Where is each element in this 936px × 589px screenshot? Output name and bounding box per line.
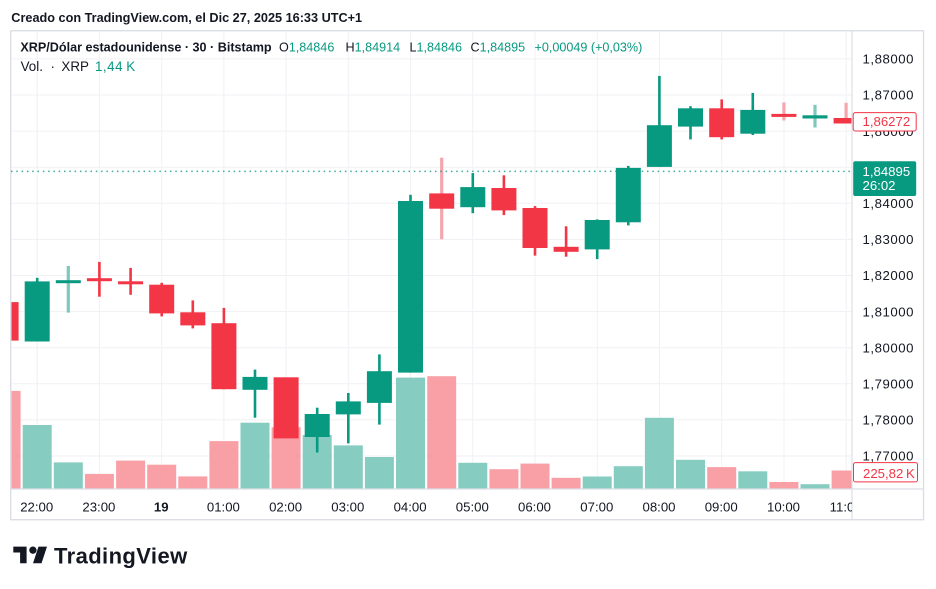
svg-text:01:00: 01:00 xyxy=(207,500,240,515)
svg-text:06:00: 06:00 xyxy=(518,500,551,515)
svg-text:03:00: 03:00 xyxy=(331,500,364,515)
svg-text:XRP/Dólar estadounidense · 30: XRP/Dólar estadounidense · 30 · Bitstamp… xyxy=(20,41,642,55)
svg-text:1,81000: 1,81000 xyxy=(863,304,915,319)
svg-text:26:02: 26:02 xyxy=(863,178,896,193)
svg-text:02:00: 02:00 xyxy=(269,500,302,515)
svg-text:TradingView: TradingView xyxy=(54,544,188,569)
svg-text:19: 19 xyxy=(154,500,169,515)
svg-text:1,77000: 1,77000 xyxy=(863,449,915,464)
svg-text:08:00: 08:00 xyxy=(642,500,675,515)
svg-text:22:00: 22:00 xyxy=(20,500,53,515)
svg-text:1,78000: 1,78000 xyxy=(863,413,915,428)
svg-text:23:00: 23:00 xyxy=(82,500,115,515)
svg-text:1,82000: 1,82000 xyxy=(863,268,915,283)
svg-text:Creado con TradingView.com, el: Creado con TradingView.com, el Dic 27, 2… xyxy=(11,11,362,25)
svg-text:09:00: 09:00 xyxy=(705,500,738,515)
svg-text:10:00: 10:00 xyxy=(767,500,800,515)
svg-text:1,84000: 1,84000 xyxy=(863,196,915,211)
svg-text:11:00: 11:00 xyxy=(830,500,862,515)
svg-text:1,86272: 1,86272 xyxy=(863,114,911,129)
svg-text:1,88000: 1,88000 xyxy=(863,52,915,67)
svg-text:1,87000: 1,87000 xyxy=(863,88,915,103)
svg-text:05:00: 05:00 xyxy=(456,500,489,515)
svg-text:1,83000: 1,83000 xyxy=(863,232,915,247)
svg-text:04:00: 04:00 xyxy=(394,500,427,515)
svg-text:1,80000: 1,80000 xyxy=(863,340,915,355)
svg-text:225,82 K: 225,82 K xyxy=(863,466,915,481)
svg-text:1,79000: 1,79000 xyxy=(863,377,915,392)
svg-text:1,84895: 1,84895 xyxy=(863,164,911,179)
svg-text:07:00: 07:00 xyxy=(580,500,613,515)
